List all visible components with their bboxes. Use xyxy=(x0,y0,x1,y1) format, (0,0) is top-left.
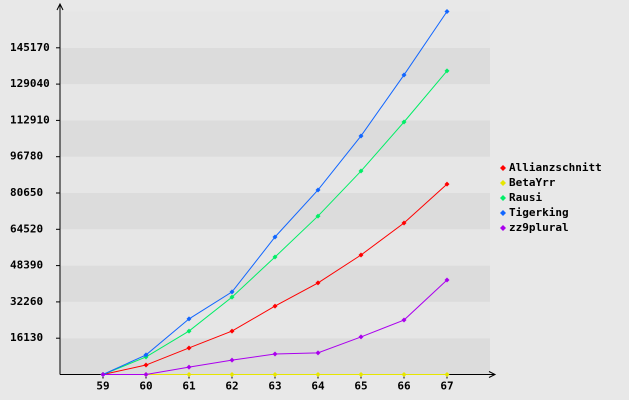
y-tick-label: 48390 xyxy=(10,259,43,272)
legend-label: Tigerking xyxy=(509,206,569,219)
data-point xyxy=(358,168,364,174)
legend-marker xyxy=(500,180,506,186)
data-point xyxy=(315,372,321,377)
grid-band xyxy=(60,47,490,85)
y-tick-label: 112910 xyxy=(10,113,50,126)
grid-band xyxy=(60,120,490,157)
data-point xyxy=(143,362,149,368)
data-point xyxy=(401,72,407,78)
y-tick-label: 80650 xyxy=(10,186,43,199)
data-point xyxy=(229,372,235,377)
y-tick-label: 32260 xyxy=(10,295,43,308)
x-tick-label: 59 xyxy=(96,380,109,393)
data-point xyxy=(358,334,364,340)
y-tick-label: 145170 xyxy=(10,41,50,54)
data-point xyxy=(358,252,364,258)
data-point xyxy=(229,289,235,295)
legend-marker xyxy=(500,225,506,231)
legend-label: zz9plural xyxy=(509,221,569,234)
data-point xyxy=(444,372,450,377)
data-point xyxy=(401,317,407,323)
legend-label: Rausi xyxy=(509,191,542,204)
legend-marker xyxy=(500,210,506,216)
data-point xyxy=(272,234,278,240)
y-tick-label: 129040 xyxy=(10,77,50,90)
data-point xyxy=(315,350,321,356)
x-tick-label: 66 xyxy=(397,380,411,393)
data-point xyxy=(186,345,192,351)
data-point xyxy=(272,372,278,377)
data-point xyxy=(444,181,450,187)
grid-band xyxy=(60,11,490,48)
data-point xyxy=(358,372,364,377)
legend-label: Allianzschnitt xyxy=(509,161,602,174)
data-point xyxy=(444,68,450,74)
data-point xyxy=(100,372,106,377)
data-point xyxy=(186,364,192,370)
y-tick-label: 96780 xyxy=(10,150,43,163)
grid-band xyxy=(60,265,490,302)
y-tick-label: 16130 xyxy=(10,331,43,344)
data-point xyxy=(401,119,407,125)
legend-marker xyxy=(500,165,506,171)
data-point xyxy=(444,277,450,283)
data-point xyxy=(272,351,278,357)
grid-band xyxy=(60,84,490,121)
data-point xyxy=(143,372,149,377)
x-tick-label: 65 xyxy=(354,380,367,393)
data-point xyxy=(272,254,278,260)
y-axis-arrow xyxy=(56,2,64,11)
x-tick-label: 62 xyxy=(225,380,238,393)
data-point xyxy=(315,213,321,219)
grid-band xyxy=(60,156,490,193)
data-point xyxy=(401,372,407,377)
data-point xyxy=(186,316,192,322)
data-point xyxy=(229,328,235,334)
data-point xyxy=(315,280,321,286)
x-tick-label: 60 xyxy=(139,380,152,393)
data-point xyxy=(186,372,192,377)
data-point xyxy=(401,220,407,226)
y-tick-label: 64520 xyxy=(10,222,43,235)
x-tick-label: 64 xyxy=(311,380,325,393)
x-axis-arrow xyxy=(488,371,497,378)
grid-band xyxy=(60,193,490,230)
data-point xyxy=(444,9,450,14)
legend-marker xyxy=(500,195,506,201)
data-point xyxy=(315,187,321,193)
data-point xyxy=(229,357,235,363)
data-point xyxy=(358,133,364,139)
data-point xyxy=(272,303,278,309)
data-point xyxy=(229,294,235,300)
x-tick-label: 61 xyxy=(182,380,196,393)
data-point xyxy=(143,352,149,358)
data-point xyxy=(186,328,192,334)
x-tick-label: 67 xyxy=(440,380,453,393)
x-tick-label: 63 xyxy=(268,380,281,393)
legend-label: BetaYrr xyxy=(509,176,556,189)
